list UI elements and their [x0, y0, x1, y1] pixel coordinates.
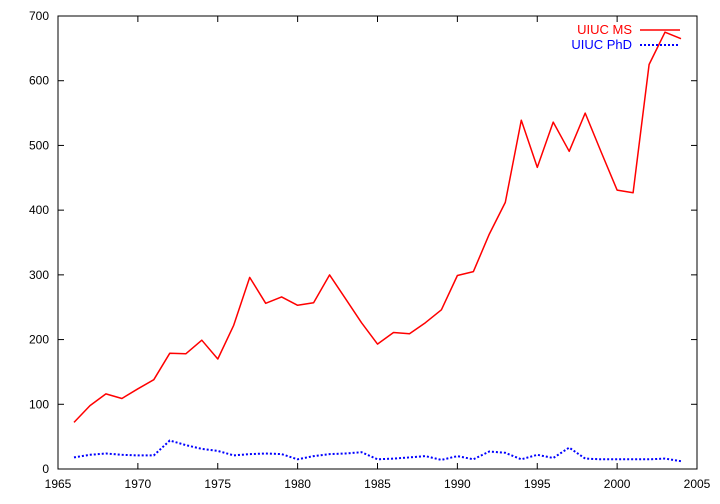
legend-label-uiuc-phd: UIUC PhD: [571, 37, 632, 52]
y-tick-label: 0: [42, 462, 49, 476]
series-lines: [73, 31, 682, 463]
x-tick-label: 1970: [125, 477, 152, 491]
x-tick-label: 1975: [204, 477, 231, 491]
y-tick-label: 200: [29, 333, 49, 347]
x-tick-label: 1965: [45, 477, 72, 491]
y-tick-label: 400: [29, 203, 49, 217]
y-tick-label: 600: [29, 74, 49, 88]
y-tick-label: 100: [29, 397, 49, 411]
legend-label-uiuc-ms: UIUC MS: [577, 22, 632, 37]
plot-frame: [57, 15, 698, 470]
series-line-uiuc-phd: [73, 439, 682, 463]
y-tick-label: 300: [29, 268, 49, 282]
series-line-uiuc-ms: [73, 31, 682, 423]
x-tick-label: 2000: [604, 477, 631, 491]
axes: 1965 1970 1975 1980 1985 1990 1995 2000 2005 0 100…: [29, 9, 711, 491]
x-tick-label: 1980: [284, 477, 311, 491]
x-tick-label: 1995: [524, 477, 551, 491]
x-tick-label: 1985: [364, 477, 391, 491]
x-tick-label: 2005: [684, 477, 711, 491]
x-tick-label: 1990: [444, 477, 471, 491]
y-tick-label: 700: [29, 9, 49, 23]
y-tick-label: 500: [29, 138, 49, 152]
